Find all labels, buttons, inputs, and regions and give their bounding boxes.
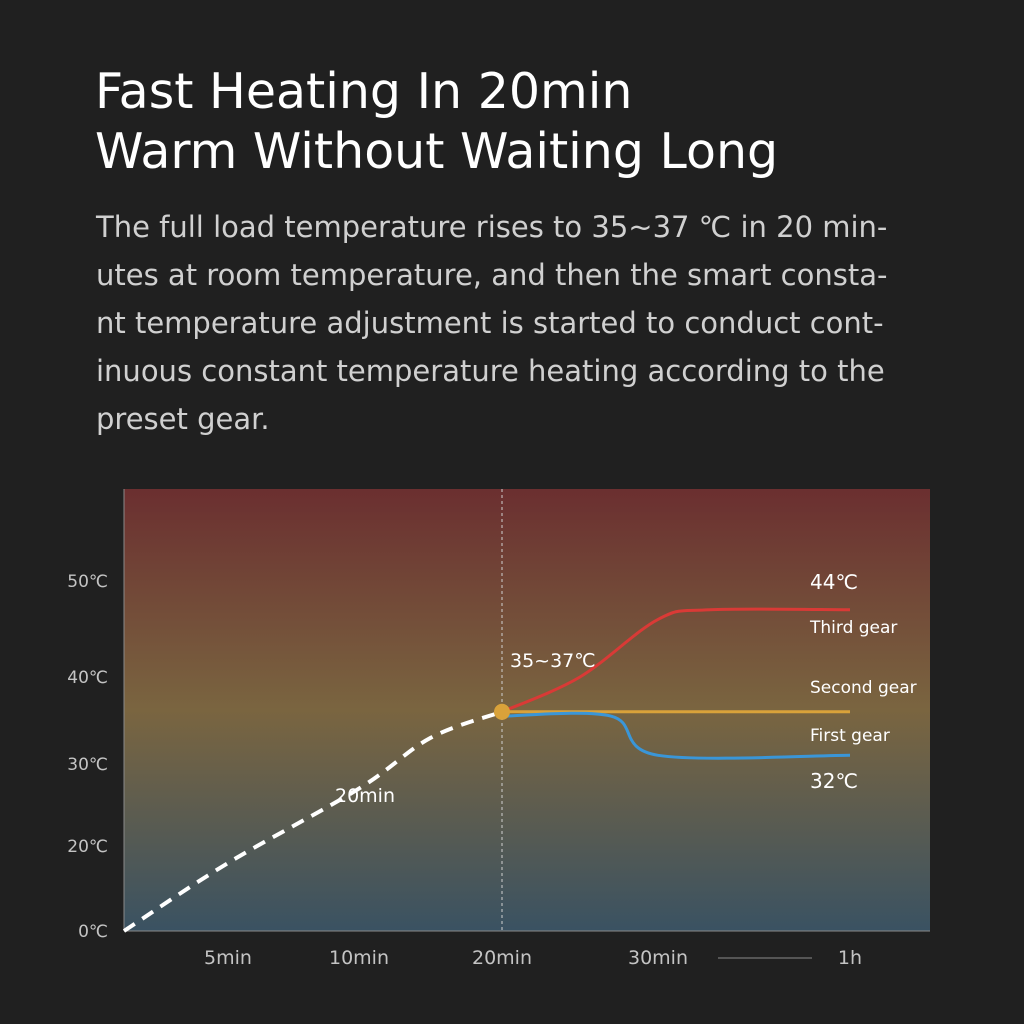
y-tick-label: 20℃ (67, 837, 108, 857)
x-tick-label: 20min (472, 947, 532, 969)
label-first-gear: First gear (810, 726, 890, 746)
first-series-line (501, 711, 851, 760)
annotation-third-value: 44℃ (810, 570, 858, 594)
y-tick-label: 30℃ (67, 755, 108, 775)
headline-line-2: Warm Without Waiting Long (95, 123, 779, 180)
x-tick-label: 10min (329, 947, 389, 969)
description-line: inuous constant temperature heating acco… (96, 354, 885, 388)
x-tick-label: 1h (838, 947, 862, 969)
description-line: nt temperature adjustment is started to … (96, 306, 884, 340)
description: The full load temperature rises to 35~37… (96, 203, 926, 443)
headline-line-1: Fast Heating In 20min (95, 63, 633, 120)
headline: Fast Heating In 20min Warm Without Waiti… (95, 62, 778, 182)
start-point-marker (494, 703, 510, 720)
annotation-start-range: 35~37℃ (510, 650, 596, 672)
description-line: preset gear. (96, 402, 270, 436)
y-tick-label: 40℃ (67, 668, 108, 688)
description-line: The full load temperature rises to 35~37… (96, 210, 888, 244)
y-tick-label: 50℃ (67, 572, 108, 592)
third-series-line (501, 607, 851, 714)
y-tick-label: 0℃ (78, 922, 108, 942)
annotation-first-value: 32℃ (810, 769, 858, 793)
x-tick-label: 30min (628, 947, 688, 969)
annotation-heating-time: 20min (335, 785, 395, 807)
heating-series-line (122, 709, 503, 933)
label-third-gear: Third gear (809, 618, 897, 638)
plot-background (124, 489, 930, 931)
x-tick-label: 5min (204, 947, 252, 969)
label-second-gear: Second gear (810, 678, 917, 698)
description-line: utes at room temperature, and then the s… (96, 258, 888, 292)
